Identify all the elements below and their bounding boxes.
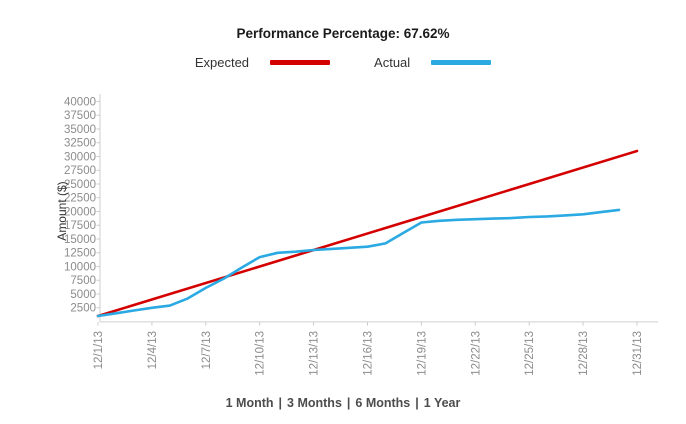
- legend-item-expected: Expected: [194, 55, 331, 70]
- x-tick-label: 12/22/13: [470, 331, 482, 376]
- range-1-month[interactable]: 1 Month: [225, 396, 274, 410]
- x-tick-label: 12/1/13: [93, 331, 105, 369]
- y-tick-label: 2500: [70, 303, 96, 315]
- x-tick-label: 12/28/13: [578, 331, 590, 376]
- y-tick-label: 10000: [64, 261, 96, 273]
- x-tick-label: 12/7/13: [201, 331, 213, 369]
- nav-separator: |: [346, 396, 351, 410]
- y-tick-label: 5000: [70, 289, 96, 301]
- x-tick-label: 12/10/13: [255, 331, 267, 376]
- expected-line-swatch: [270, 60, 331, 65]
- y-tick-label: 20000: [64, 206, 96, 218]
- y-tick-label: 12500: [64, 248, 96, 260]
- y-tick-label: 22500: [64, 193, 96, 205]
- chart-title: Performance Percentage: 67.62%: [236, 26, 450, 41]
- nav-separator: |: [415, 396, 419, 410]
- y-tick-label: 7500: [70, 275, 96, 287]
- y-tick-label: 30000: [64, 151, 96, 163]
- actual-line-swatch: [431, 60, 492, 65]
- y-tick-label: 25000: [64, 179, 96, 191]
- range-3-months[interactable]: 3 Months: [287, 396, 342, 410]
- x-tick-label: 12/19/13: [416, 331, 428, 376]
- actual-line: [96, 208, 621, 318]
- legend-item-actual: Actual: [374, 55, 492, 70]
- expected-line: [96, 149, 639, 318]
- legend-label-actual: Actual: [374, 55, 411, 70]
- y-tick-label: 37500: [64, 110, 96, 122]
- nav-separator: |: [278, 396, 283, 410]
- y-tick-label: 15000: [64, 234, 96, 246]
- x-tick-label: 12/13/13: [309, 331, 321, 376]
- x-tick-label: 12/25/13: [524, 331, 536, 376]
- chart-legend: Expected Actual: [0, 55, 686, 70]
- legend-label-expected: Expected: [194, 55, 250, 70]
- x-tick-label: 12/16/13: [363, 331, 375, 376]
- range-6-months[interactable]: 6 Months: [355, 396, 411, 410]
- x-tick-label: 12/31/13: [632, 331, 644, 376]
- y-tick-label: 35000: [64, 124, 96, 136]
- y-tick-label: 32500: [64, 138, 96, 150]
- y-axis-title: Amount ($): [55, 181, 69, 240]
- y-tick-label: 40000: [64, 96, 96, 108]
- range-1-year[interactable]: 1 Year: [423, 396, 461, 410]
- y-tick-label: 27500: [64, 165, 96, 177]
- time-range-nav: 1 Month | 3 Months | 6 Months | 1 Year: [0, 396, 686, 410]
- y-tick-label: 17500: [64, 220, 96, 232]
- x-tick-label: 12/4/13: [147, 331, 159, 369]
